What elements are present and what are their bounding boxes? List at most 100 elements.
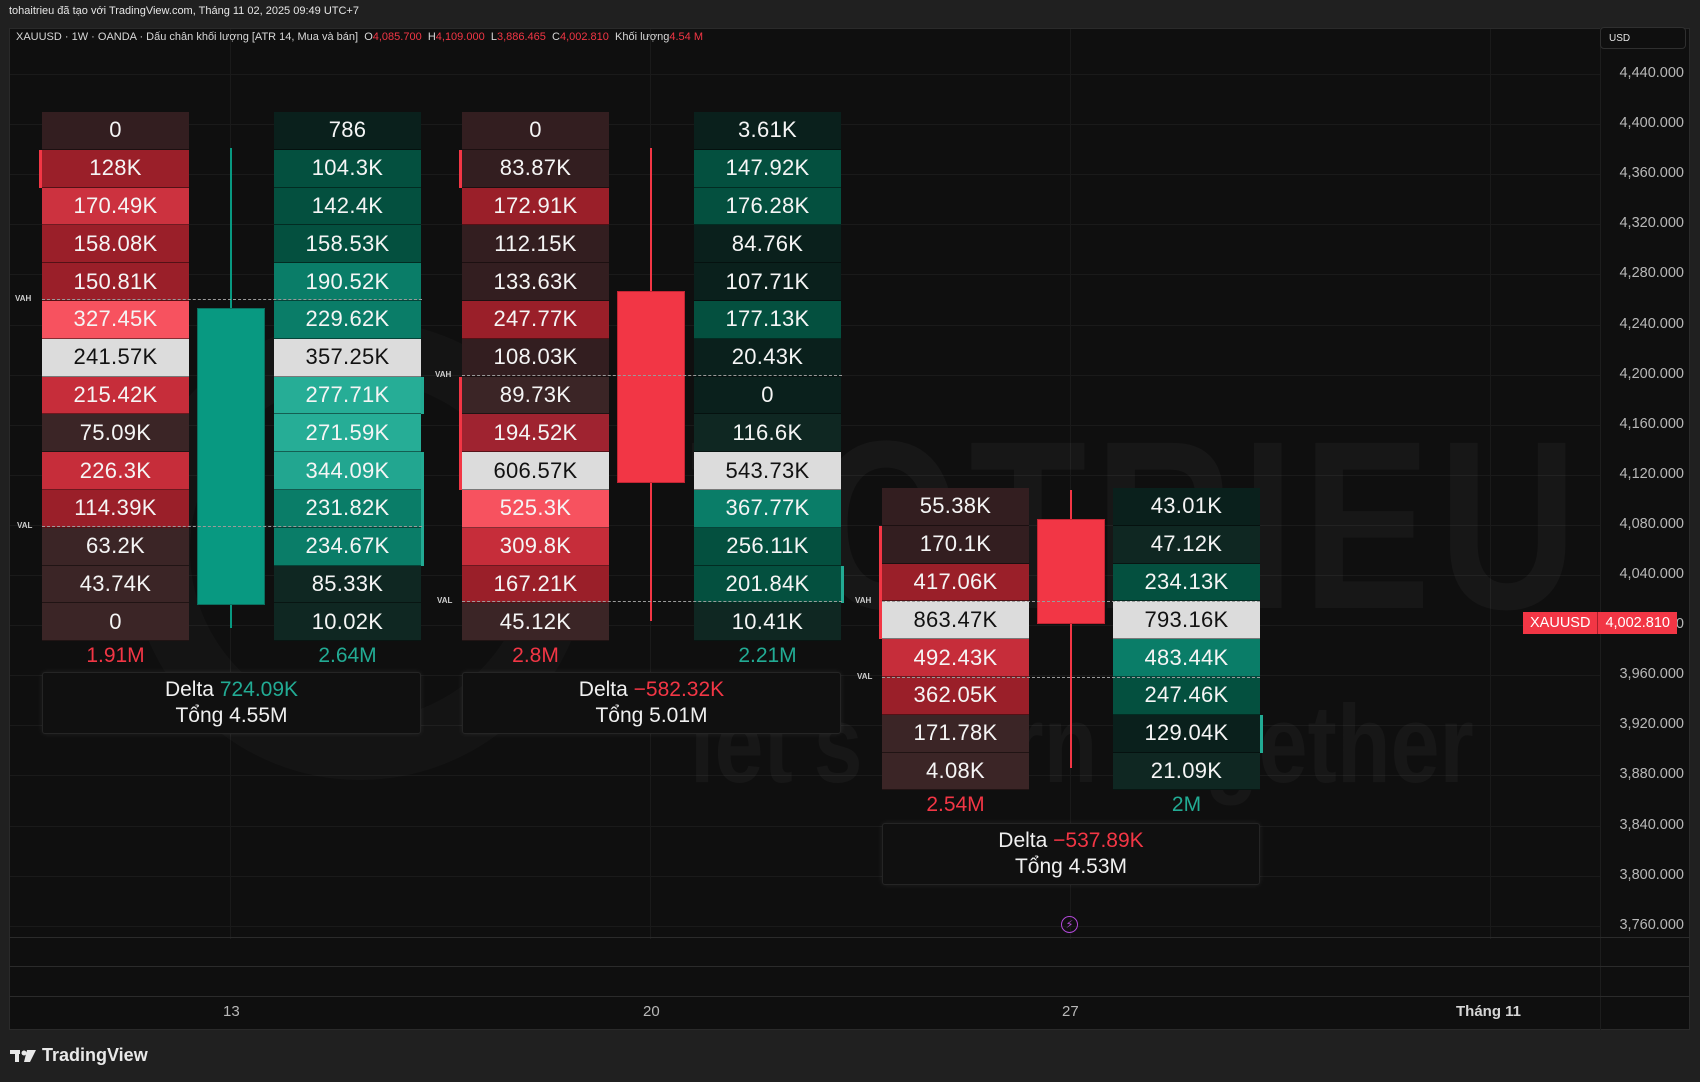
sell-volume-cell: 114.39K (42, 489, 189, 528)
price-tick: 4,360.000 (1619, 165, 1684, 182)
poc-cell: 357.25K (274, 338, 421, 377)
total-label: Tổng (1014, 855, 1063, 878)
time-label-27: 27 (1062, 1003, 1079, 1020)
open-label: O (364, 31, 373, 43)
sell-volume-cell: 170.1K (882, 525, 1029, 564)
price-tick: 4,440.000 (1619, 65, 1684, 81)
price-tick: 4,320.000 (1619, 215, 1684, 232)
buy-total: 2.21M (738, 644, 797, 668)
price-tick: 4,080.000 (1619, 515, 1684, 532)
sell-volume-cell: 167.21K (462, 565, 609, 604)
close-value: 4,002.810 (559, 31, 609, 43)
price-tick: 4,200.000 (1619, 365, 1684, 382)
lightning-event-icon[interactable]: ⚡︎ (1061, 916, 1078, 933)
poc-cell: 793.16K (1113, 601, 1260, 640)
sell-volume-cell: 492.43K (882, 639, 1029, 677)
sell-volume-column: 55.38K 170.1K 417.06K 863.47K 492.43K 362.05K… (882, 488, 1029, 791)
pane-separator[interactable] (9, 966, 1690, 967)
buy-volume-cell: 0 (694, 376, 841, 415)
buy-volume-cell: 190.52K (274, 263, 421, 301)
sell-volume-cell: 215.42K (42, 376, 189, 415)
vah-label: VAH (15, 294, 32, 303)
delta-label: Delta (578, 678, 628, 701)
sell-volume-cell: 362.05K (882, 676, 1029, 715)
imbalance-marker (459, 376, 462, 490)
buy-volume-cell: 158.53K (274, 225, 421, 264)
buy-volume-cell: 176.28K (694, 187, 841, 226)
last-price-value: 4,002.810 (1597, 612, 1677, 634)
buy-volume-cell: 107.71K (694, 263, 841, 301)
price-tick: 3,960.000 (1619, 666, 1684, 683)
sell-volume-cell: 158.08K (42, 225, 189, 264)
poc-cell: 241.57K (42, 338, 189, 377)
volume-value: 4.54 M (669, 31, 704, 43)
sell-volume-cell: 525.3K (462, 489, 609, 528)
time-label-month: Tháng 11 (1456, 1003, 1522, 1020)
imbalance-marker (39, 149, 42, 188)
price-tick: 4,040.000 (1619, 566, 1684, 582)
buy-volume-cell: 85.33K (274, 565, 421, 604)
low-label: L (490, 31, 497, 43)
sell-volume-cell: 327.45K (42, 300, 189, 339)
imbalance-marker (841, 565, 844, 604)
sell-volume-cell: 172.91K (462, 187, 609, 226)
symbol-info[interactable]: XAUUSD · 1W · OANDA · Dấu chân khối lượn… (16, 31, 359, 43)
buy-volume-cell: 786 (274, 112, 421, 150)
price-axis-divider (1600, 28, 1601, 1030)
sell-total: 2.54M (926, 793, 985, 817)
price-tick: 3,840.000 (1619, 816, 1684, 833)
time-label-20: 20 (643, 1003, 660, 1020)
sell-volume-cell: 170.49K (42, 187, 189, 226)
vah-line (42, 299, 422, 300)
time-axis-border (9, 996, 1690, 997)
last-price-symbol: XAUUSD (1523, 612, 1598, 634)
price-tick: 3,920.000 (1619, 716, 1684, 733)
buy-volume-cell: 10.41K (694, 603, 841, 642)
high-label: H (427, 31, 436, 43)
tradingview-logo-icon (10, 1049, 36, 1062)
imbalance-marker (879, 525, 882, 640)
sell-volume-cell: 309.8K (462, 527, 609, 566)
close-label: C (552, 31, 560, 43)
buy-volume-cell: 84.76K (694, 225, 841, 264)
sell-volume-column: 0 83.87K 172.91K 112.15K 133.63K 247.77K 108.0… (462, 112, 609, 642)
buy-volume-column: 3.61K 147.92K 176.28K 84.76K 107.71K 177.13K 2… (694, 112, 841, 642)
vah-label: VAH (435, 370, 452, 379)
imbalance-marker (1260, 714, 1263, 753)
delta-summary-box: Delta −537.89K Tổng 4.53M (882, 823, 1260, 885)
sell-volume-cell: 0 (462, 112, 609, 150)
total-value: 5.01M (649, 704, 708, 727)
buy-volume-cell: 21.09K (1113, 752, 1260, 791)
brand-name: TradingView (42, 1045, 148, 1065)
buy-volume-cell: 271.59K (274, 414, 421, 453)
vah-line (882, 601, 1260, 602)
sell-volume-cell: 75.09K (42, 414, 189, 453)
total-label: Tổng (595, 704, 644, 727)
grid-line (1490, 29, 1491, 939)
delta-summary-box: Delta −582.32K Tổng 5.01M (462, 672, 841, 734)
last-price-label: XAUUSD 4,002.810 (1523, 612, 1677, 634)
val-line (42, 526, 422, 527)
price-tick: 4,120.000 (1619, 465, 1684, 482)
buy-volume-cell: 483.44K (1113, 639, 1260, 677)
tradingview-logo[interactable]: TradingView (10, 1045, 148, 1066)
buy-volume-cell: 20.43K (694, 338, 841, 377)
poc-cell: 606.57K (462, 452, 609, 490)
sell-volume-cell: 417.06K (882, 563, 1029, 602)
delta-summary-box: Delta 724.09K Tổng 4.55M (42, 672, 421, 734)
sell-volume-cell: 128K (42, 149, 189, 188)
buy-volume-cell: 247.46K (1113, 676, 1260, 715)
delta-label: Delta (164, 678, 214, 701)
val-line (462, 601, 842, 602)
currency-selector[interactable]: USD (1600, 27, 1686, 49)
pane-separator[interactable] (9, 937, 1690, 938)
buy-volume-cell: 3.61K (694, 112, 841, 150)
sell-total: 2.8M (512, 644, 559, 668)
sell-volume-cell: 194.52K (462, 414, 609, 453)
chart-legend[interactable]: XAUUSD · 1W · OANDA · Dấu chân khối lượn… (16, 31, 703, 43)
sell-volume-cell: 247.77K (462, 300, 609, 339)
sell-volume-cell: 112.15K (462, 225, 609, 264)
imbalance-marker (421, 376, 424, 415)
sell-volume-cell: 0 (42, 603, 189, 642)
volume-label: Khối lượng (615, 31, 670, 43)
